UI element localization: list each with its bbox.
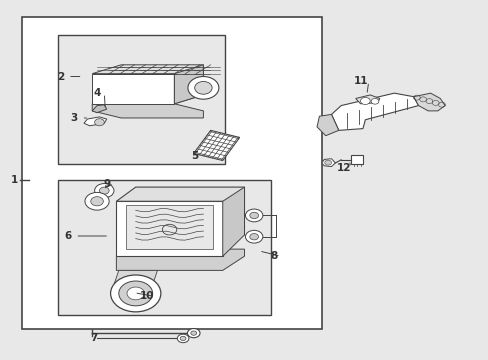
- Circle shape: [85, 192, 109, 210]
- Polygon shape: [92, 74, 174, 104]
- Polygon shape: [92, 104, 203, 118]
- Polygon shape: [355, 95, 379, 104]
- Text: 5: 5: [191, 151, 199, 161]
- Text: 9: 9: [103, 179, 110, 189]
- Polygon shape: [413, 93, 444, 111]
- Text: 11: 11: [353, 76, 368, 86]
- Circle shape: [249, 234, 258, 240]
- Bar: [58, 180, 270, 315]
- Text: 4: 4: [93, 88, 101, 98]
- Circle shape: [360, 98, 369, 104]
- Circle shape: [187, 329, 200, 338]
- Circle shape: [370, 99, 378, 104]
- Circle shape: [127, 287, 144, 300]
- Circle shape: [110, 275, 161, 312]
- Text: 1: 1: [11, 175, 19, 185]
- Polygon shape: [92, 65, 203, 104]
- Circle shape: [324, 160, 331, 165]
- Polygon shape: [193, 130, 239, 161]
- Text: 7: 7: [90, 333, 97, 343]
- Circle shape: [245, 230, 263, 243]
- Circle shape: [187, 77, 219, 99]
- Circle shape: [180, 336, 185, 341]
- Circle shape: [177, 334, 188, 343]
- Polygon shape: [116, 201, 223, 256]
- Polygon shape: [331, 93, 418, 130]
- Circle shape: [91, 197, 103, 206]
- Text: 8: 8: [269, 251, 277, 261]
- Polygon shape: [350, 155, 362, 164]
- Circle shape: [95, 119, 104, 126]
- Polygon shape: [174, 65, 203, 104]
- Circle shape: [99, 187, 109, 194]
- Text: 2: 2: [57, 72, 64, 81]
- Polygon shape: [116, 187, 244, 235]
- Text: 10: 10: [139, 291, 154, 301]
- Polygon shape: [316, 114, 338, 136]
- Bar: [58, 35, 224, 164]
- Circle shape: [194, 81, 212, 94]
- Polygon shape: [92, 105, 106, 113]
- Polygon shape: [114, 270, 157, 284]
- Circle shape: [119, 281, 152, 306]
- Polygon shape: [223, 187, 244, 256]
- Polygon shape: [321, 159, 335, 167]
- Text: 6: 6: [64, 231, 72, 241]
- Text: 3: 3: [71, 113, 78, 123]
- Polygon shape: [116, 249, 244, 270]
- Circle shape: [245, 209, 263, 222]
- Circle shape: [95, 184, 114, 198]
- Circle shape: [249, 212, 258, 219]
- Circle shape: [162, 224, 177, 235]
- Circle shape: [190, 331, 196, 335]
- Polygon shape: [84, 117, 106, 126]
- Text: 12: 12: [336, 163, 350, 172]
- Bar: [22, 17, 321, 329]
- Polygon shape: [126, 205, 213, 249]
